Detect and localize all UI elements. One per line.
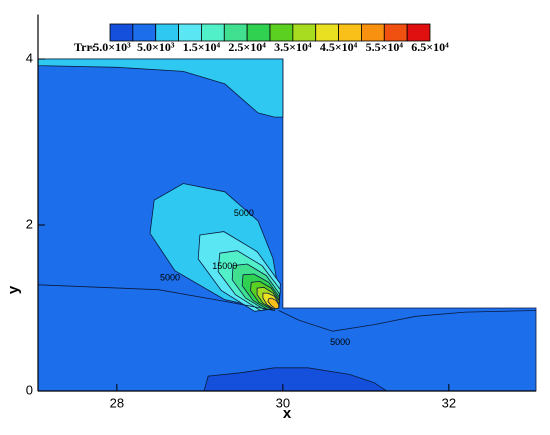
colorbar-box bbox=[132, 23, 157, 42]
contour-region bbox=[267, 297, 280, 310]
contour-region bbox=[37, 58, 537, 392]
x-axis-label: x bbox=[283, 405, 292, 422]
x-tick-label: 30 bbox=[276, 395, 290, 410]
y-tick-label: 2 bbox=[26, 216, 33, 231]
colorbar-label: 4.5×10⁴ bbox=[320, 40, 358, 54]
y-tick-label: 0 bbox=[26, 382, 33, 397]
colorbar-label: 6.5×10⁴ bbox=[411, 40, 449, 54]
colorbar-box bbox=[201, 23, 225, 42]
contour-region bbox=[37, 58, 284, 118]
contour-line bbox=[37, 284, 275, 311]
x-tick-label: 32 bbox=[442, 395, 456, 410]
contour-label: 15000 bbox=[212, 261, 237, 271]
x-tick-label: 28 bbox=[110, 395, 124, 410]
y-axis-label: y bbox=[5, 285, 22, 294]
contour-label: 5000 bbox=[330, 337, 350, 347]
contour-label: 5000 bbox=[234, 208, 254, 218]
field bbox=[37, 58, 537, 392]
colorbar-box bbox=[109, 23, 134, 42]
colorbar-box bbox=[406, 23, 431, 42]
colorbar-box bbox=[269, 23, 294, 42]
colorbar-title: Trr: bbox=[74, 40, 96, 54]
colorbar-label: 3.5×10⁴ bbox=[274, 40, 312, 54]
colorbar-box bbox=[155, 23, 179, 42]
colorbar-label: 2.5×10⁴ bbox=[228, 40, 266, 54]
y-tick-label: 4 bbox=[26, 50, 33, 65]
contour-line bbox=[278, 310, 537, 332]
colorbar-box bbox=[292, 23, 317, 42]
colorbar-label: 1.5×10⁴ bbox=[183, 40, 221, 54]
contour-region bbox=[203, 367, 388, 392]
colorbar-label: 5.5×10⁴ bbox=[366, 40, 404, 54]
colorbar-box bbox=[178, 23, 202, 42]
colorbar-label: 5.0×10³ bbox=[137, 40, 175, 54]
colorbar-box bbox=[223, 23, 248, 42]
colorbar-box bbox=[246, 23, 271, 42]
colorbar-box bbox=[383, 23, 408, 42]
colorbar-box bbox=[361, 23, 385, 42]
colorbar-box bbox=[315, 23, 339, 42]
colorbar-box bbox=[338, 23, 362, 42]
colorbar-label: -5.0×10³ bbox=[89, 40, 131, 54]
contour-label: 5000 bbox=[160, 272, 180, 282]
